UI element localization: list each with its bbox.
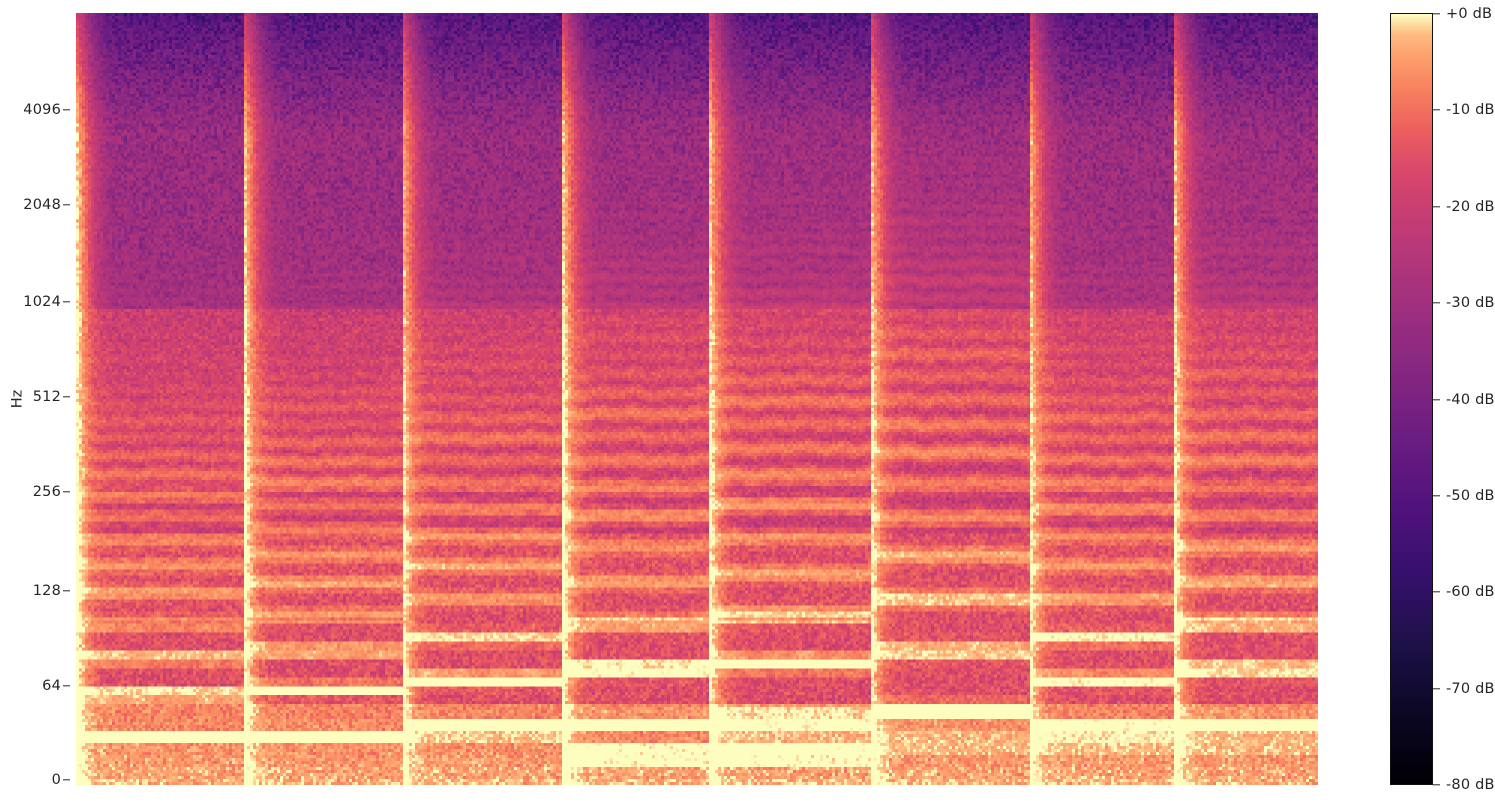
colorbar-tick-label: -70 dB (1446, 681, 1495, 697)
colorbar-tick-mark (1433, 688, 1440, 690)
colorbar-tick-label: +0 dB (1446, 6, 1493, 22)
colorbar-tick-mark (1433, 206, 1440, 208)
colorbar (1390, 13, 1433, 785)
colorbar-tick-label: -40 dB (1446, 392, 1495, 408)
y-tick-label: 64 (42, 678, 61, 694)
y-tick-mark (63, 301, 70, 303)
colorbar-tick-mark (1433, 13, 1440, 15)
y-tick-label: 4096 (23, 102, 61, 118)
y-tick-mark (63, 685, 70, 687)
y-tick-mark (63, 396, 70, 398)
spectrogram-heatmap (76, 13, 1318, 785)
colorbar-tick-mark (1433, 109, 1440, 111)
colorbar-axis: +0 dB -10 dB -20 dB -30 dB -40 dB -50 dB -60 d… (1433, 0, 1495, 803)
colorbar-tick-mark (1433, 784, 1440, 786)
colorbar-tick-mark (1433, 302, 1440, 304)
colorbar-gradient (1391, 14, 1432, 784)
y-tick-label: 2048 (23, 197, 61, 213)
colorbar-tick-label: -30 dB (1446, 295, 1495, 311)
y-tick-label: 512 (32, 389, 61, 405)
y-tick-mark (63, 491, 70, 493)
y-axis: 4096 2048 1024 512 256 128 64 0 (0, 0, 76, 803)
colorbar-tick-mark (1433, 495, 1440, 497)
y-tick-mark (63, 779, 70, 781)
spectrogram-plot-area (76, 13, 1318, 785)
y-tick-mark (63, 204, 70, 206)
y-tick-label: 256 (32, 484, 61, 500)
colorbar-tick-mark (1433, 591, 1440, 593)
y-tick-label: 128 (32, 583, 61, 599)
colorbar-tick-mark (1433, 399, 1440, 401)
y-tick-mark (63, 109, 70, 111)
y-tick-label: 1024 (23, 294, 61, 310)
y-tick-label: 0 (51, 772, 61, 788)
y-axis-label: Hz (9, 389, 26, 409)
y-tick-mark (63, 590, 70, 592)
colorbar-tick-label: -20 dB (1446, 199, 1495, 215)
colorbar-tick-label: -50 dB (1446, 488, 1495, 504)
colorbar-tick-label: -10 dB (1446, 102, 1495, 118)
colorbar-tick-label: -80 dB (1446, 777, 1495, 793)
colorbar-tick-label: -60 dB (1446, 584, 1495, 600)
